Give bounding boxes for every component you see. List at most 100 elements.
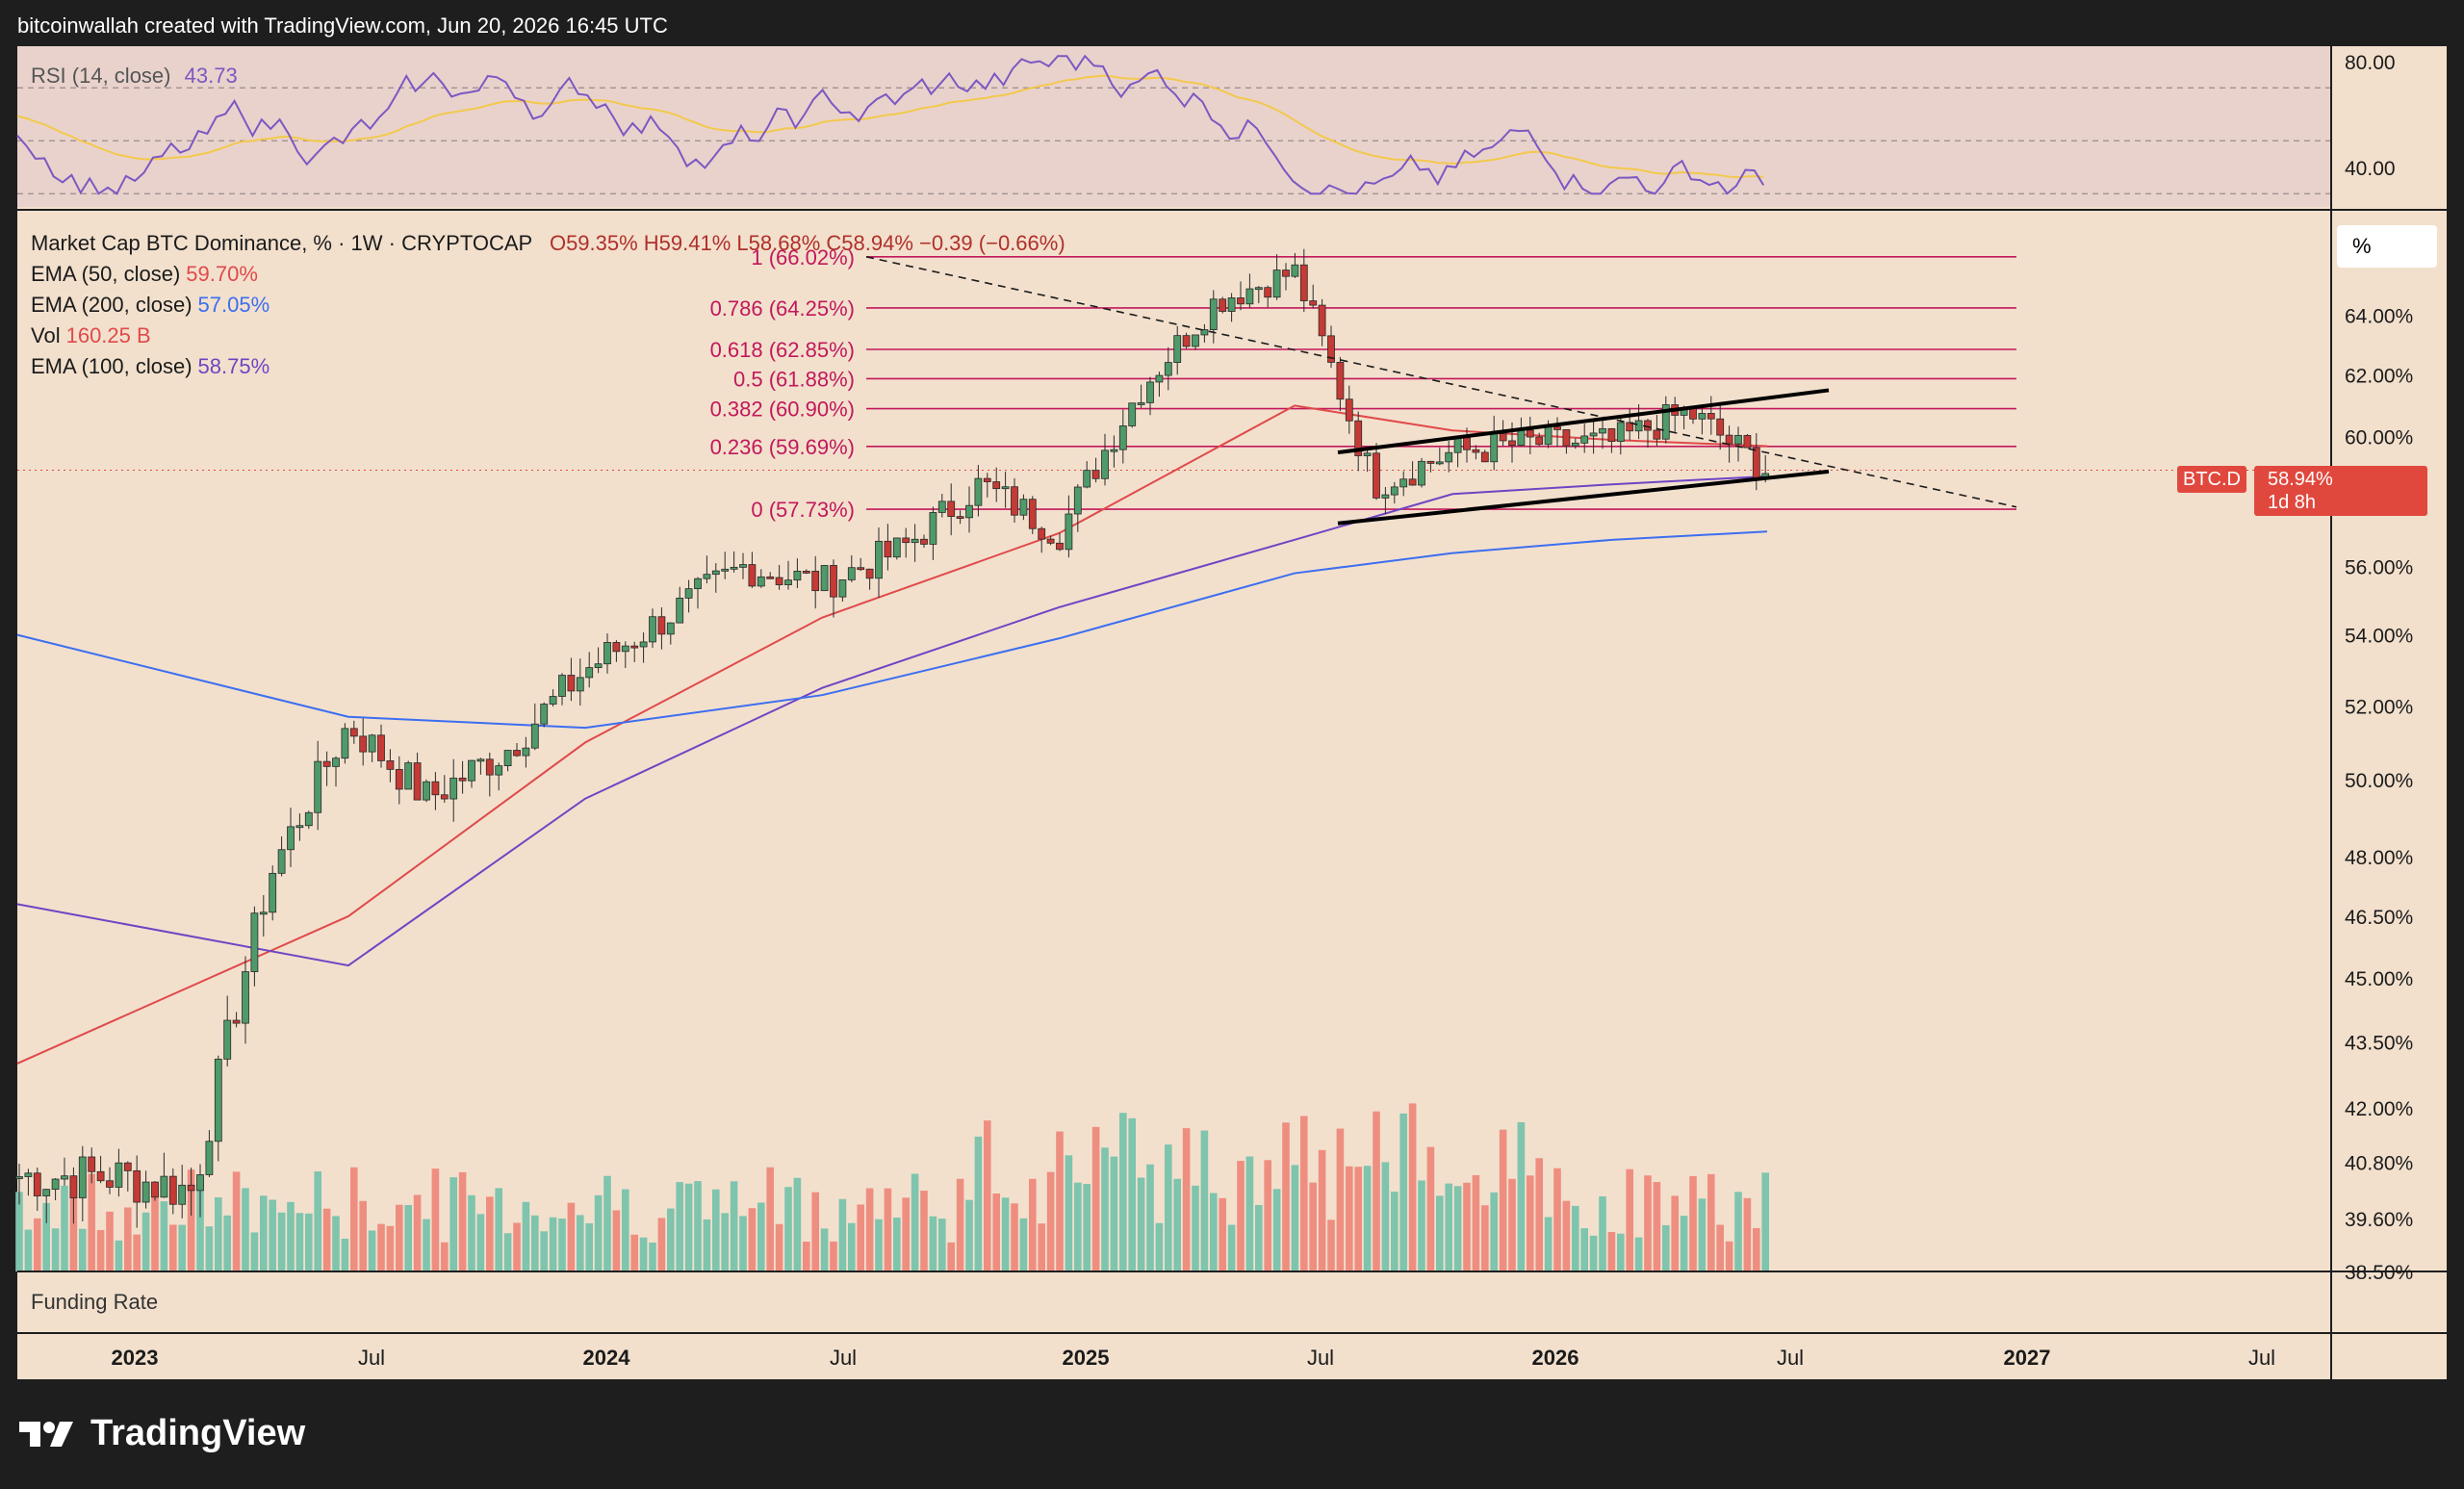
candle-body — [1065, 513, 1073, 551]
candle-body — [540, 704, 549, 725]
volume-bar — [585, 1222, 593, 1271]
time-tick-label: Jul — [358, 1346, 385, 1370]
channel-lower-line — [1337, 469, 1830, 526]
candle-body — [123, 1162, 132, 1171]
candle-body — [603, 642, 611, 665]
price-tick-label: 39.60% — [2345, 1209, 2413, 1231]
volume-bar — [1373, 1111, 1380, 1271]
percent-scale-button[interactable]: % — [2337, 225, 2437, 268]
candle-body — [549, 696, 557, 705]
candle-body — [42, 1189, 51, 1196]
volume-bar — [803, 1241, 810, 1271]
vol-value: 160.25 B — [65, 323, 151, 347]
volume-bar — [187, 1169, 195, 1271]
candle-body — [1110, 449, 1118, 452]
candle-body — [892, 537, 901, 558]
candle-body — [1101, 449, 1109, 479]
candle-body — [1535, 436, 1544, 446]
candles — [15, 248, 1770, 1228]
volume-bar — [1363, 1166, 1372, 1271]
volume-bar — [350, 1167, 358, 1271]
legend-title-row: Market Cap BTC Dominance, % · 1W · CRYPT… — [31, 231, 1065, 256]
candle-body — [1553, 426, 1561, 430]
candle-body — [1282, 270, 1290, 277]
price-tick-label: 45.00% — [2345, 968, 2413, 990]
volume-bar — [468, 1194, 475, 1271]
candle-body — [503, 750, 512, 766]
funding-rate-label: Funding Rate — [31, 1290, 159, 1314]
price-tag: BTC.D 58.94% 1d 8h — [2177, 466, 2427, 516]
candle-body — [304, 811, 313, 827]
candle-body — [1725, 434, 1733, 445]
volume-bar — [386, 1225, 395, 1271]
candle-body — [196, 1174, 204, 1192]
volume-bar — [992, 1193, 1000, 1271]
volume-bar — [1418, 1180, 1425, 1271]
candle-body — [1562, 429, 1571, 447]
volume-bar — [694, 1181, 702, 1271]
candle-body — [431, 781, 440, 796]
candle-body — [295, 825, 304, 829]
volume-bar — [730, 1181, 738, 1271]
candle-body — [513, 750, 521, 757]
volume-bar — [1282, 1122, 1290, 1271]
volume-bar — [1245, 1156, 1254, 1271]
volume-bar — [1192, 1185, 1199, 1271]
candle-body — [694, 578, 702, 590]
candle-body — [61, 1175, 68, 1180]
rsi-axis: 80.00 40.00 — [2345, 52, 2396, 180]
volume-bar — [567, 1202, 576, 1271]
volume-bar — [893, 1217, 901, 1271]
candle-body — [594, 663, 603, 669]
candle-body — [1589, 432, 1598, 437]
volume-bar — [793, 1177, 802, 1271]
fib-level-label: 1 (66.02%) — [751, 245, 855, 270]
candle-body — [1354, 420, 1363, 456]
volume-bar — [314, 1171, 321, 1271]
volume-bar — [577, 1215, 584, 1271]
candle-body — [920, 538, 928, 545]
candle-body — [232, 1019, 241, 1024]
candle-body — [1219, 298, 1227, 312]
volume-bar — [449, 1177, 457, 1271]
volume-bar — [1165, 1144, 1172, 1271]
candle-body — [1463, 437, 1471, 450]
volume-bar — [1662, 1224, 1670, 1271]
volume-bar — [205, 1226, 214, 1271]
volume-bar — [1074, 1182, 1082, 1271]
volume-bar — [1056, 1131, 1064, 1271]
volume-bar — [531, 1215, 539, 1271]
candle-body — [1336, 362, 1345, 400]
header-credit: bitcoinwallah created with TradingView.c… — [17, 13, 668, 38]
candle-body — [1616, 422, 1625, 443]
volume-bar — [250, 1232, 259, 1271]
volume-bar — [1716, 1224, 1724, 1271]
candle-body — [1644, 420, 1652, 431]
volume-bar — [1562, 1200, 1571, 1271]
ema50-label: EMA (50, close) — [31, 262, 181, 286]
fib-labels: 1 (66.02%) 0.786 (64.25%) 0.618 (62.85%) 0.… — [710, 245, 855, 522]
candle-body — [1083, 470, 1091, 488]
candle-body — [1707, 413, 1715, 420]
volume-bar — [1327, 1219, 1335, 1271]
volume-bar — [368, 1230, 376, 1271]
candle-body — [88, 1156, 96, 1172]
candle-body — [24, 1172, 33, 1177]
volume-bar — [1761, 1172, 1769, 1271]
volume-bar — [404, 1205, 412, 1271]
volume-bar — [622, 1189, 629, 1271]
volume-bar — [1743, 1197, 1752, 1271]
volume-bar — [884, 1188, 892, 1271]
volume-bar — [1291, 1165, 1299, 1271]
candle-body — [1517, 429, 1526, 447]
volume-bar — [1137, 1177, 1145, 1271]
volume-bar — [540, 1231, 548, 1271]
candle-body — [875, 540, 883, 579]
candle-body — [51, 1178, 60, 1191]
volume-bar — [69, 1196, 78, 1271]
candle-body — [1227, 297, 1236, 312]
candle-body — [802, 571, 810, 574]
volume-bar — [947, 1242, 955, 1271]
time-tick-label: Jul — [1307, 1346, 1334, 1370]
candle-body — [1743, 434, 1752, 449]
